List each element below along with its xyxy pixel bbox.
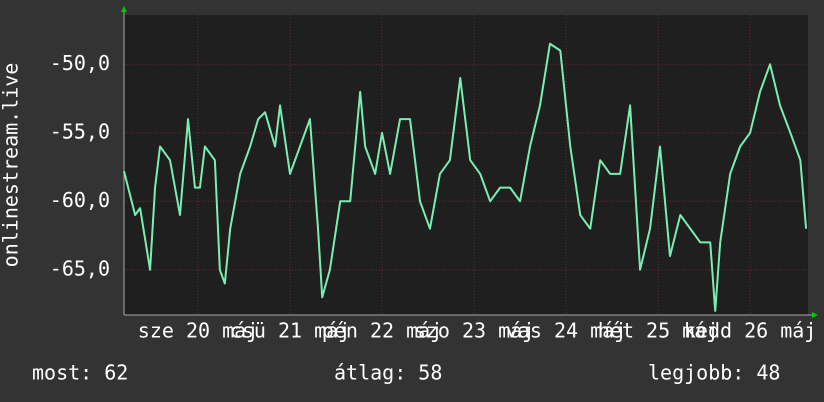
axis-arrow bbox=[812, 312, 818, 318]
plot-area bbox=[124, 15, 808, 315]
y-tick-label: -55,0 bbox=[50, 119, 110, 143]
x-tick-label: pén 22 máj bbox=[322, 319, 442, 343]
x-tick-label: kedd 26 máj bbox=[684, 319, 816, 343]
x-tick-label: sze 20 máj bbox=[138, 319, 258, 343]
x-tick-label: csü 21 máj bbox=[230, 319, 350, 343]
x-tick-label: vas 24 máj bbox=[506, 319, 626, 343]
axis-arrow bbox=[121, 6, 127, 12]
y-tick-label: -60,0 bbox=[50, 188, 110, 212]
footer-best: legjobb: 48 bbox=[648, 361, 780, 385]
footer-current: most: 62 bbox=[32, 361, 128, 385]
y-tick-label: -65,0 bbox=[50, 256, 110, 280]
y-axis-label: onlinestream.live bbox=[0, 63, 23, 268]
x-tick-label: szo 23 máj bbox=[414, 319, 534, 343]
x-tick-label: hét 25 máj bbox=[598, 319, 718, 343]
y-tick-label: -50,0 bbox=[50, 51, 110, 75]
footer-average: átlag: 58 bbox=[334, 361, 442, 385]
data-line bbox=[123, 42, 808, 312]
